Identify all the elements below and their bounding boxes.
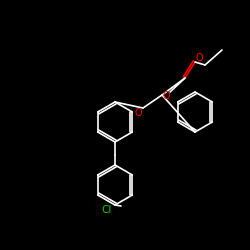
Text: O: O	[134, 108, 142, 118]
Text: O: O	[162, 91, 170, 101]
Text: O: O	[195, 53, 203, 63]
Text: Cl: Cl	[102, 205, 112, 215]
